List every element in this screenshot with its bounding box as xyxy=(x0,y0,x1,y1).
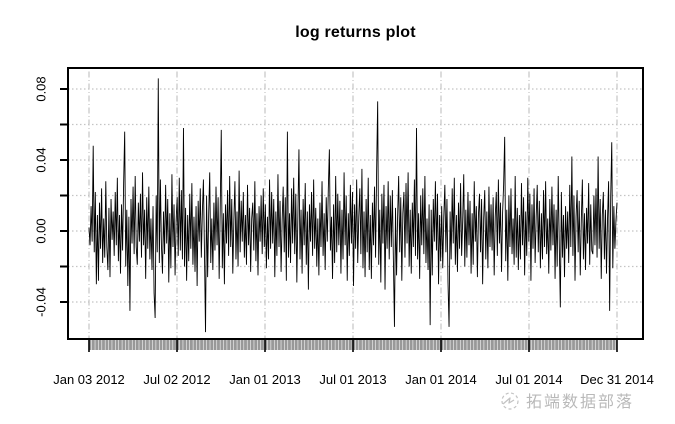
y-tick-label: 0.04 xyxy=(33,147,49,173)
x-tick-label: Jan 01 2014 xyxy=(405,372,477,387)
log-returns-series xyxy=(88,78,618,333)
x-tick-label: Jan 01 2013 xyxy=(229,372,301,387)
x-tick-label: Jul 01 2014 xyxy=(495,372,563,387)
plot-border xyxy=(67,67,644,340)
x-tick-label: Dec 31 2014 xyxy=(580,372,654,387)
y-tick-label: 0.08 xyxy=(33,76,49,102)
x-tick-label: Jan 03 2012 xyxy=(53,372,125,387)
watermark-text: 拓端数据部落 xyxy=(526,394,635,411)
axis-ticks xyxy=(60,88,618,352)
paper-plane-circle-icon xyxy=(501,392,519,410)
y-tick-label: 0.00 xyxy=(33,218,49,244)
y-tick-label: -0.04 xyxy=(33,287,49,317)
x-tick-label: Jul 01 2013 xyxy=(319,372,387,387)
x-tick-label: Jul 02 2012 xyxy=(143,372,211,387)
watermark: 拓端数据部落 xyxy=(498,388,634,412)
chart-title: log returns plot xyxy=(295,24,416,41)
